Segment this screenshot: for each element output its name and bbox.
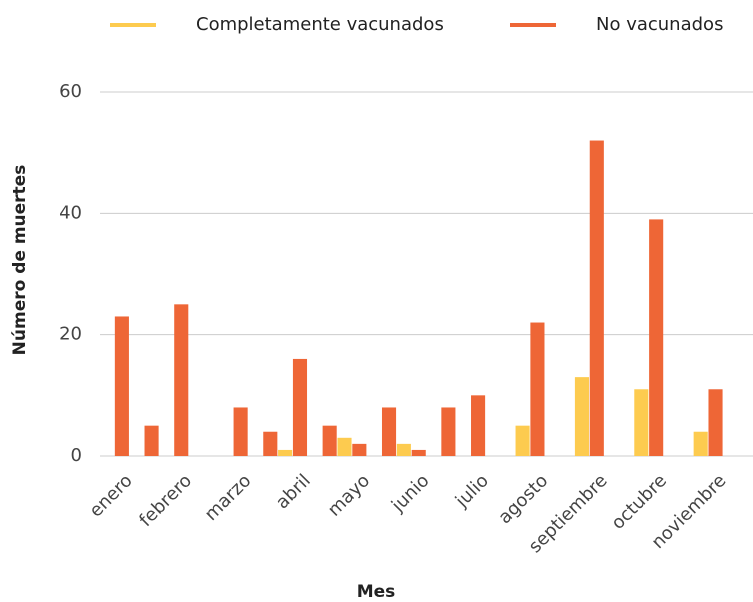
bar (530, 322, 545, 456)
bar (144, 425, 159, 456)
y-tick-label: 20 (59, 324, 82, 345)
x-tick-label: febrero (135, 470, 196, 531)
y-axis-title: Número de muertes (10, 165, 30, 356)
y-tick-label: 60 (59, 81, 82, 102)
bar (233, 407, 248, 456)
bar (708, 389, 723, 456)
y-tick-label: 40 (59, 202, 82, 223)
x-tick-label: abril (272, 470, 315, 513)
bar (515, 425, 530, 456)
bar (114, 316, 129, 456)
x-tick-label: julio (451, 470, 493, 512)
bar (411, 449, 426, 456)
bar (337, 437, 352, 456)
x-tick-label: mayo (324, 470, 374, 520)
legend-label: Completamente vacunados (196, 14, 444, 35)
x-tick-label: agosto (494, 470, 552, 528)
bar (471, 395, 486, 456)
x-tick-label: junio (387, 470, 434, 517)
bar (441, 407, 456, 456)
bar (174, 304, 189, 456)
bar (263, 431, 278, 456)
x-tick-label: marzo (201, 470, 256, 525)
bar (589, 140, 604, 457)
bar (574, 377, 590, 456)
bar (634, 389, 649, 456)
bar (693, 431, 708, 456)
bar (352, 443, 367, 456)
bar (322, 425, 337, 456)
bar (381, 407, 397, 456)
legend-label: No vacunados (596, 14, 723, 35)
y-tick-label: 0 (71, 445, 82, 466)
bar (649, 219, 664, 456)
bar (292, 358, 308, 456)
bar (278, 449, 293, 456)
x-tick-label: enero (85, 470, 136, 521)
x-axis-title: Mes (357, 582, 396, 602)
bar (396, 443, 411, 456)
